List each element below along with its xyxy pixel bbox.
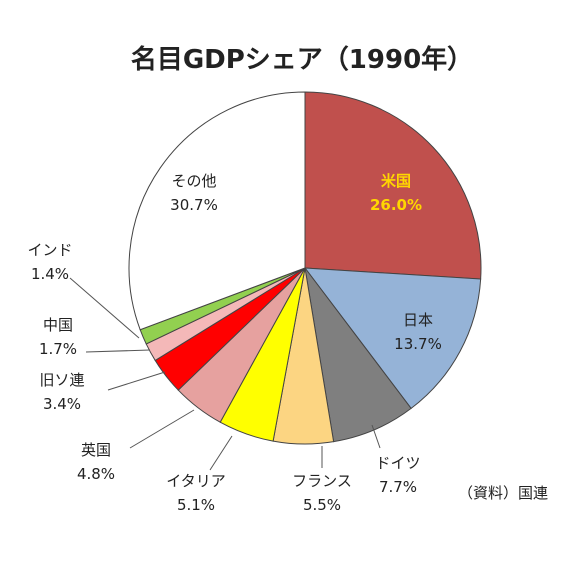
slice-value-label: 7.7%	[379, 478, 417, 496]
slice-value-label: 13.7%	[394, 335, 442, 353]
pie-slice	[128, 91, 306, 331]
slice-value-label: 26.0%	[370, 196, 422, 214]
slice-name-label: ドイツ	[375, 454, 420, 472]
pie-slice	[303, 267, 482, 410]
slice-value-label: 1.4%	[31, 265, 69, 283]
slice-name-label: 中国	[43, 316, 73, 334]
leader-lines	[69, 277, 381, 471]
slice-labels: 米国 26.0% 日本 13.7% ドイツ 7.7% フランス 5.5% イタリア 5.1% 英国 4…	[27, 172, 441, 514]
slice-name-label: 英国	[81, 441, 111, 459]
slice-name-label: フランス	[292, 472, 352, 490]
slice-value-label: 3.4%	[43, 395, 81, 413]
slice-name-label: 米国	[381, 172, 411, 190]
leader-line	[209, 435, 233, 471]
pie-slices	[128, 91, 482, 445]
leader-line	[371, 424, 381, 449]
slice-value-label: 30.7%	[170, 196, 218, 214]
slice-name-label: 日本	[403, 311, 433, 329]
leader-line	[69, 277, 140, 339]
slice-name-label: イタリア	[166, 472, 225, 490]
chart-title: 名目GDPシェア（1990年）	[131, 44, 473, 75]
slice-value-label: 4.8%	[77, 465, 115, 483]
slice-value-label: 1.7%	[39, 340, 77, 358]
leader-line	[129, 409, 195, 449]
leader-line	[85, 349, 151, 353]
slice-name-label: その他	[171, 172, 216, 190]
source-note: （資料）国連	[458, 484, 548, 502]
slice-value-label: 5.1%	[177, 496, 215, 514]
pie-slice	[304, 91, 482, 280]
slice-name-label: 旧ソ連	[39, 371, 84, 389]
slice-name-label: インド	[27, 241, 72, 259]
slice-value-label: 5.5%	[303, 496, 341, 514]
leader-line	[107, 371, 166, 391]
